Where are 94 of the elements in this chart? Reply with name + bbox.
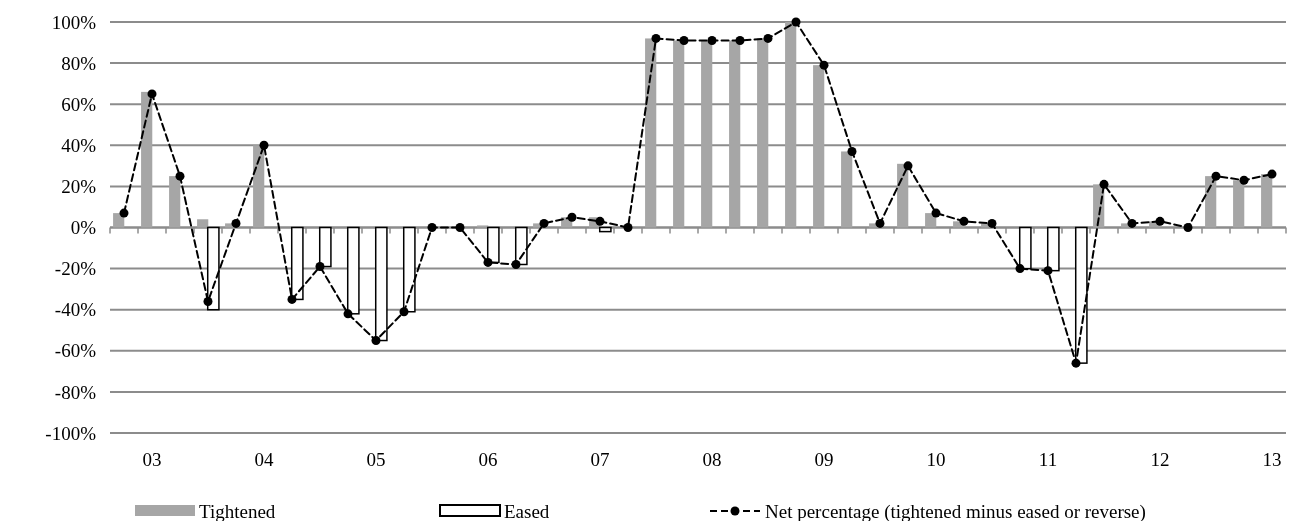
x-tick-label: 09 xyxy=(814,449,834,470)
point xyxy=(203,296,213,306)
point xyxy=(707,35,717,45)
y-tick-label: -80% xyxy=(54,381,97,403)
legend-label: Net percentage (tightened minus eased or reverse) xyxy=(765,500,1146,523)
point xyxy=(1183,223,1193,232)
point xyxy=(455,223,465,232)
legend-label: Eased xyxy=(504,500,550,522)
point xyxy=(875,218,885,228)
point xyxy=(511,259,521,269)
bar xyxy=(253,145,265,228)
point xyxy=(1071,358,1081,368)
y-tick-label: -20% xyxy=(54,258,97,280)
bar xyxy=(318,226,332,268)
point xyxy=(651,33,661,43)
x-tick-label: 10 xyxy=(926,449,946,470)
point xyxy=(567,212,577,222)
bar xyxy=(785,22,797,228)
point xyxy=(399,307,409,317)
point xyxy=(959,216,969,226)
bar xyxy=(197,219,209,228)
point xyxy=(623,223,633,232)
bar xyxy=(673,40,685,228)
point xyxy=(1043,266,1053,276)
bar xyxy=(169,176,181,228)
point xyxy=(259,140,269,150)
point xyxy=(231,218,241,228)
bar xyxy=(1046,226,1060,272)
point xyxy=(987,218,997,228)
bar xyxy=(1261,174,1273,228)
bar xyxy=(645,38,657,228)
point xyxy=(1127,218,1137,228)
x-tick-label: 13 xyxy=(1262,449,1282,470)
point xyxy=(735,35,745,45)
point xyxy=(371,336,381,346)
point xyxy=(903,161,913,171)
point xyxy=(679,35,689,45)
point xyxy=(539,218,549,228)
point xyxy=(1099,179,1109,189)
point xyxy=(119,208,129,218)
point xyxy=(1015,264,1025,274)
point xyxy=(595,216,605,226)
bar xyxy=(701,40,713,228)
bar xyxy=(206,226,220,311)
y-tick-label: 80% xyxy=(61,52,97,74)
x-tick-label: 07 xyxy=(590,449,610,470)
point xyxy=(427,223,437,232)
point xyxy=(1267,169,1277,179)
point xyxy=(791,17,801,27)
y-tick-label: 20% xyxy=(61,176,97,198)
bar xyxy=(290,226,304,301)
bar xyxy=(141,91,153,228)
x-tick-label: 12 xyxy=(1150,449,1170,470)
x-tick-label: 04 xyxy=(254,449,274,470)
bar xyxy=(514,226,528,266)
bar xyxy=(1018,226,1032,270)
bar xyxy=(897,163,909,228)
point xyxy=(1155,216,1165,226)
bar xyxy=(477,225,489,228)
y-tick-label: -60% xyxy=(54,340,97,362)
bar xyxy=(841,151,853,228)
y-tick-label: 40% xyxy=(61,134,97,156)
y-tick-label: 60% xyxy=(61,93,97,115)
x-tick-label: 11 xyxy=(1038,449,1058,470)
x-tick-label: 05 xyxy=(366,449,386,470)
y-tick-label: -40% xyxy=(54,299,97,321)
x-tick-label: 08 xyxy=(702,449,722,470)
point xyxy=(931,208,941,218)
bar xyxy=(374,226,388,342)
bar xyxy=(486,226,500,264)
point xyxy=(847,146,857,156)
legend-label: Tightened xyxy=(199,500,276,522)
point xyxy=(175,171,185,181)
y-tick-label: 100% xyxy=(51,11,97,33)
point xyxy=(1239,175,1249,185)
point xyxy=(315,262,325,272)
point xyxy=(819,60,829,70)
point xyxy=(287,294,297,304)
bar xyxy=(402,226,416,313)
x-tick-label: 06 xyxy=(478,449,498,470)
point xyxy=(343,309,353,319)
bar xyxy=(729,40,741,228)
point xyxy=(147,89,157,99)
bar xyxy=(1205,176,1217,228)
bar xyxy=(757,38,769,228)
point xyxy=(483,257,493,267)
y-tick-label: -100% xyxy=(45,422,97,444)
bar xyxy=(1233,180,1245,228)
point xyxy=(763,33,773,43)
y-tick-label: 0% xyxy=(70,217,97,239)
point xyxy=(1211,171,1221,181)
bar xyxy=(813,65,825,228)
x-tick-label: 03 xyxy=(142,449,162,470)
bar xyxy=(346,226,360,315)
